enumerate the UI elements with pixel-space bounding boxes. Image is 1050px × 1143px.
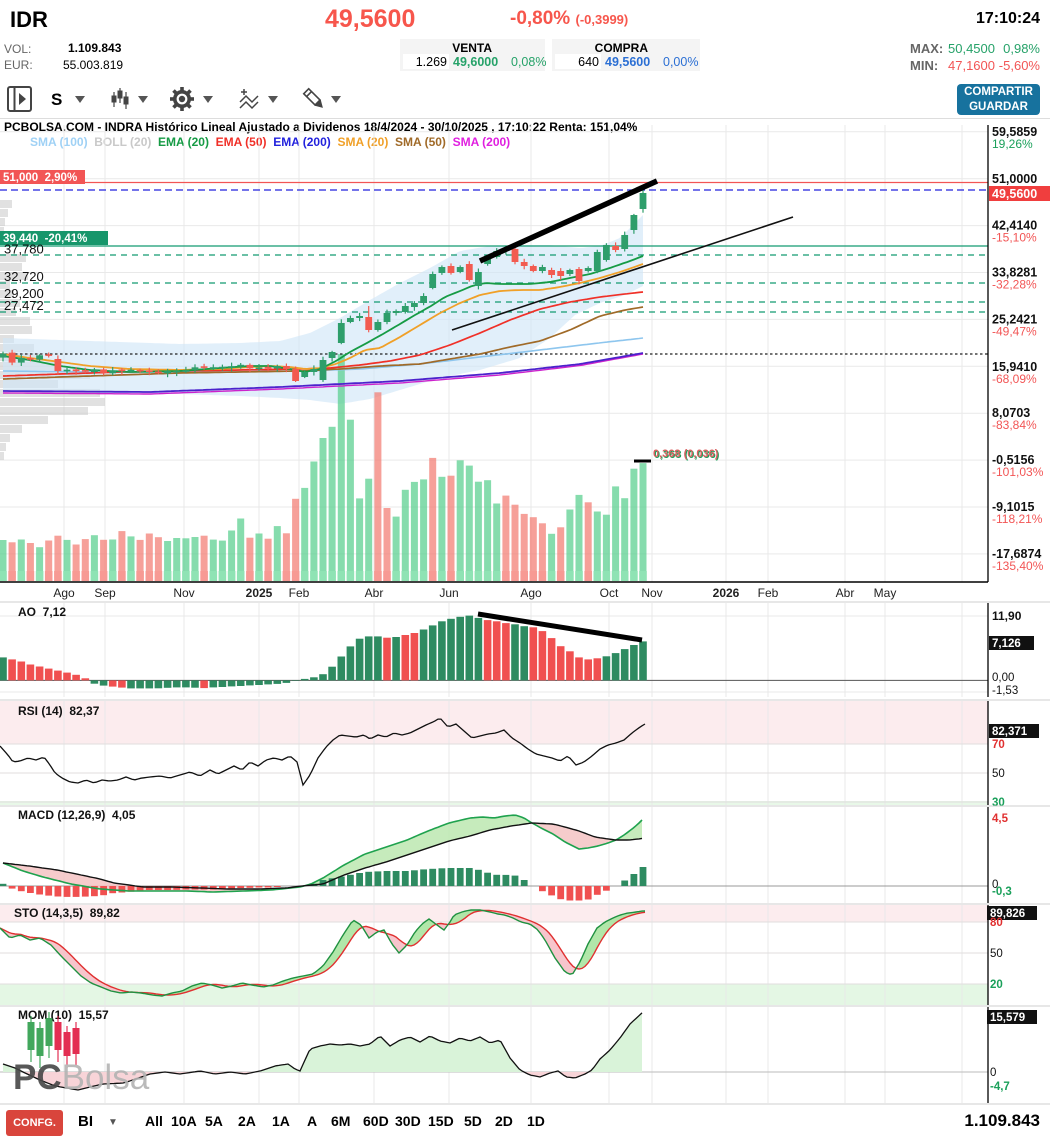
svg-text:50: 50 (992, 768, 1005, 780)
svg-text:-1,53: -1,53 (992, 685, 1018, 697)
svg-text:-15,10%: -15,10% (992, 231, 1037, 245)
svg-text:S: S (51, 90, 62, 109)
svg-text:May: May (874, 586, 897, 600)
svg-text:PCBolsa: PCBolsa (13, 1058, 150, 1097)
svg-text:-83,84%: -83,84% (992, 418, 1037, 432)
svg-text:Nov: Nov (641, 586, 662, 600)
svg-text:Ago: Ago (520, 586, 542, 600)
svg-text:Oct: Oct (600, 586, 619, 600)
svg-text:15,579: 15,579 (990, 1012, 1025, 1024)
svg-text:Nov: Nov (173, 586, 194, 600)
svg-text:82,371: 82,371 (992, 726, 1028, 738)
svg-text:-4,7: -4,7 (990, 1081, 1010, 1093)
svg-text:-0,3: -0,3 (992, 886, 1012, 898)
svg-text:80: 80 (990, 917, 1003, 929)
svg-text:89,826: 89,826 (990, 908, 1025, 920)
svg-text:39,440 -20,41%: 39,440 -20,41% (3, 233, 87, 245)
svg-text:Feb: Feb (289, 586, 310, 600)
svg-text:MACD (12,26,9) 4,05: MACD (12,26,9) 4,05 (18, 808, 136, 822)
svg-text:AO 7,12: AO 7,12 (18, 605, 66, 619)
svg-text:0,00: 0,00 (992, 672, 1014, 684)
svg-text:2026: 2026 (713, 586, 740, 600)
svg-text:11,90: 11,90 (992, 609, 1022, 623)
svg-text:32,720: 32,720 (4, 269, 44, 284)
svg-text:-32,28%: -32,28% (992, 278, 1037, 292)
svg-text:-17,6874: -17,6874 (992, 547, 1041, 561)
svg-text:Abr: Abr (836, 586, 855, 600)
svg-text:RSI (14) 82,37: RSI (14) 82,37 (18, 704, 100, 718)
svg-text:4,5: 4,5 (992, 813, 1009, 825)
svg-text:Feb: Feb (758, 586, 779, 600)
svg-text:STO (14,3,5) 89,82: STO (14,3,5) 89,82 (14, 906, 120, 920)
svg-text:15,9410: 15,9410 (992, 360, 1037, 374)
svg-text:-101,03%: -101,03% (992, 465, 1044, 479)
svg-text:Ago: Ago (53, 586, 75, 600)
svg-text:50: 50 (990, 948, 1003, 960)
svg-text:19,26%: 19,26% (992, 137, 1033, 151)
svg-text:30: 30 (992, 797, 1005, 809)
svg-text:25,2421: 25,2421 (992, 312, 1037, 326)
svg-text:-68,09%: -68,09% (992, 372, 1037, 386)
svg-text:Abr: Abr (365, 586, 384, 600)
svg-text:7,126: 7,126 (992, 638, 1021, 650)
svg-text:-49,47%: -49,47% (992, 324, 1037, 338)
svg-text:MOM (10) 15,57: MOM (10) 15,57 (18, 1008, 109, 1022)
svg-text:59,5859: 59,5859 (992, 125, 1037, 139)
svg-text:51,0000: 51,0000 (992, 172, 1037, 186)
svg-text:29,200: 29,200 (4, 286, 44, 301)
svg-text:-0,5156: -0,5156 (992, 453, 1034, 467)
svg-text:33,8281: 33,8281 (992, 266, 1037, 280)
svg-text:20: 20 (990, 979, 1003, 991)
svg-text:0: 0 (992, 879, 998, 891)
svg-text:8,0703: 8,0703 (992, 406, 1030, 420)
svg-text:2025: 2025 (246, 586, 273, 600)
svg-text:Jun: Jun (439, 586, 458, 600)
svg-text:0,368 (0,036): 0,368 (0,036) (654, 449, 720, 461)
svg-text:70: 70 (992, 739, 1005, 751)
svg-text:Sep: Sep (94, 586, 116, 600)
svg-text:-9,1015: -9,1015 (992, 500, 1034, 514)
svg-text:-135,40%: -135,40% (992, 559, 1044, 573)
svg-text:49,5600: 49,5600 (992, 187, 1037, 201)
svg-text:37,780: 37,780 (4, 242, 44, 257)
svg-text:42,4140: 42,4140 (992, 219, 1037, 233)
svg-text:0: 0 (990, 1067, 996, 1079)
svg-text:51,000 2,90%: 51,000 2,90% (3, 172, 77, 184)
svg-text:0,368 (0,036): 0,368 (0,036) (653, 448, 719, 460)
svg-text:27,472: 27,472 (4, 298, 44, 313)
svg-text:-118,21%: -118,21% (992, 512, 1043, 526)
